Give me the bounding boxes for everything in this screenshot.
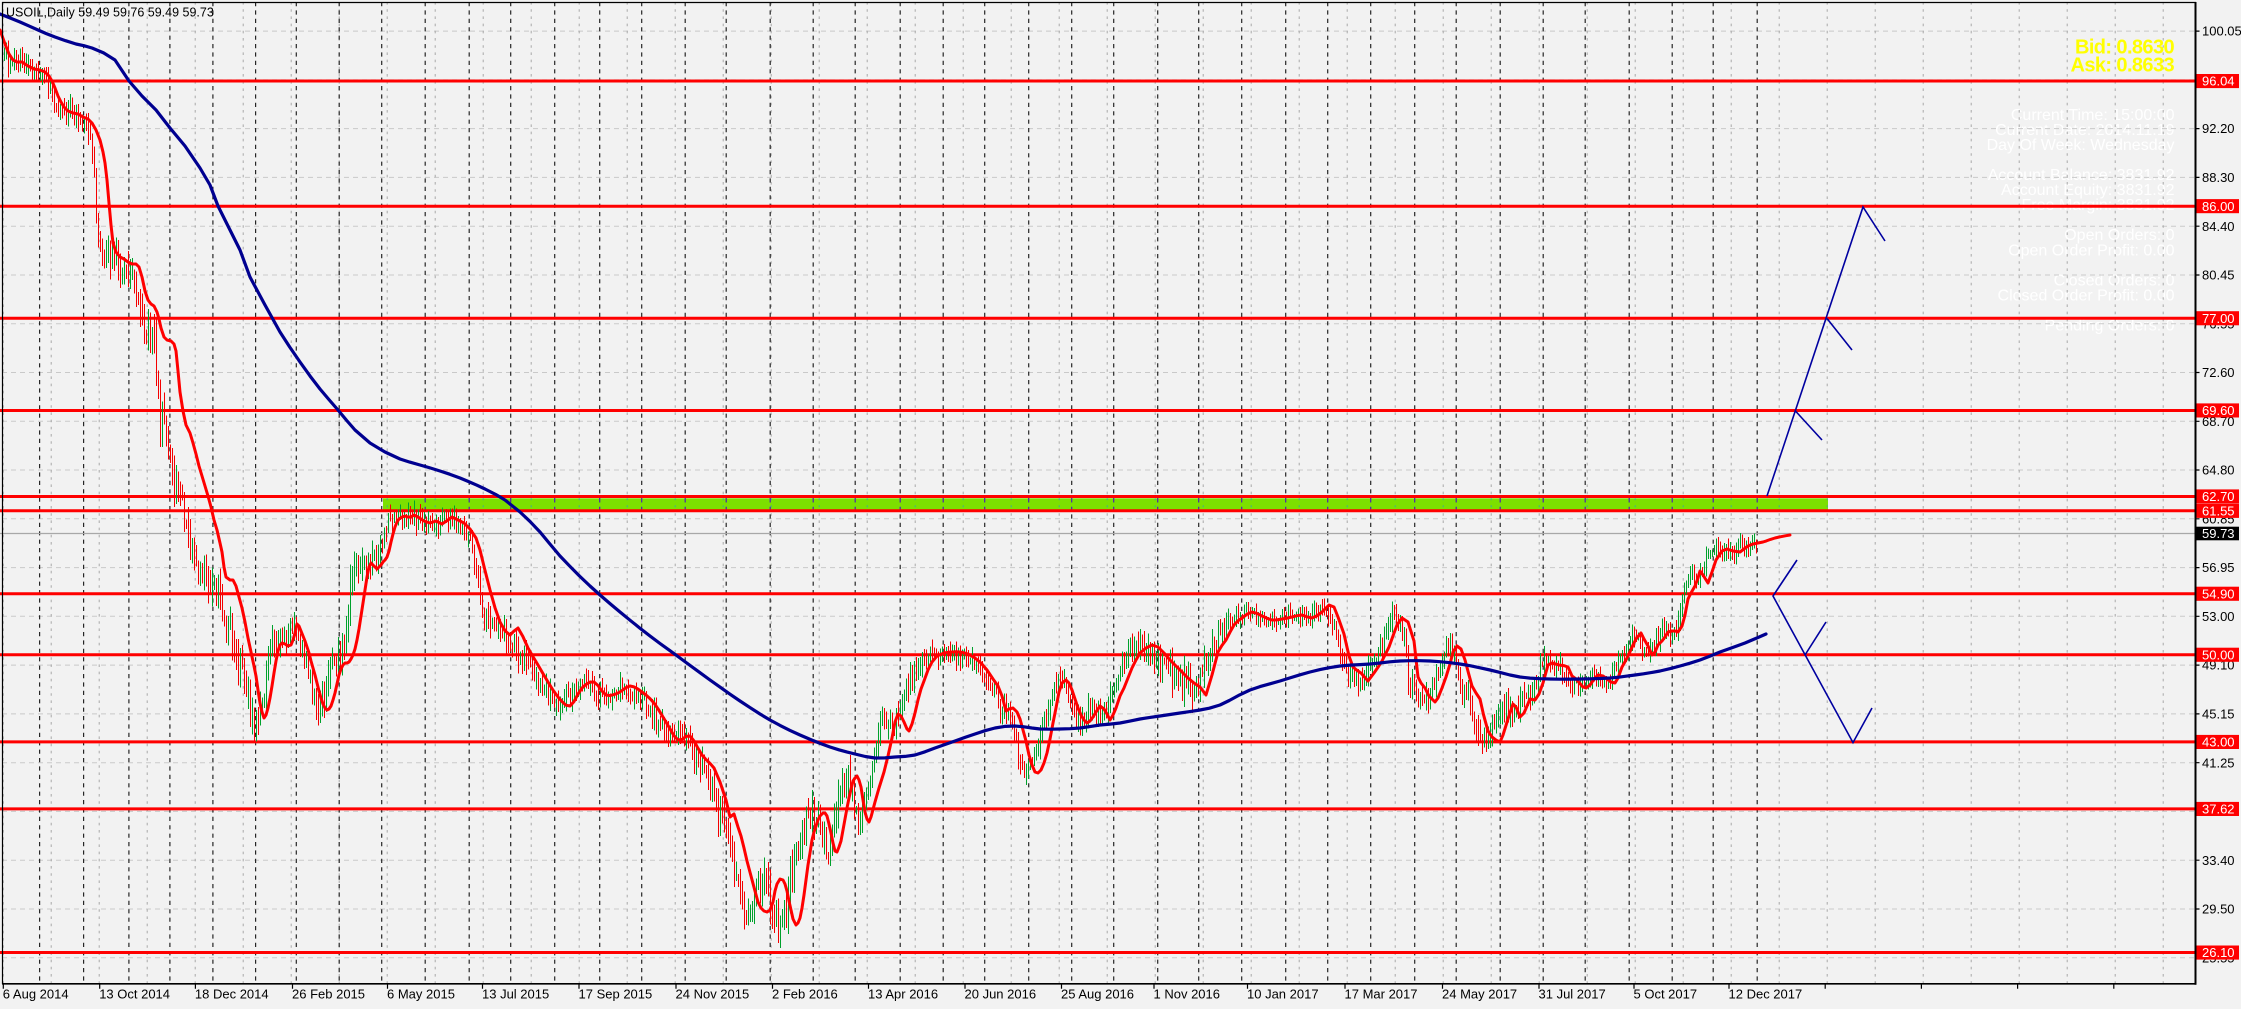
svg-text:1 Nov 2016: 1 Nov 2016 bbox=[1154, 987, 1221, 1002]
svg-text:64.80: 64.80 bbox=[2202, 463, 2235, 478]
svg-text:Open Order Profit: 0.00: Open Order Profit: 0.00 bbox=[2008, 242, 2174, 259]
svg-text:53.00: 53.00 bbox=[2202, 609, 2235, 624]
svg-text:96.04: 96.04 bbox=[2202, 74, 2235, 89]
svg-text:Account Equity: 3831.92: Account Equity: 3831.92 bbox=[2001, 182, 2175, 199]
svg-text:USOIL,Daily 59.49 59.76 59.49: USOIL,Daily 59.49 59.76 59.49 59.73 bbox=[6, 5, 214, 19]
svg-text:Current Date: 2014.11.19: Current Date: 2014.11.19 bbox=[1995, 122, 2174, 139]
svg-text:92.20: 92.20 bbox=[2202, 121, 2235, 136]
svg-text:13 Apr 2016: 13 Apr 2016 bbox=[868, 987, 938, 1002]
svg-text:24 May 2017: 24 May 2017 bbox=[1442, 987, 1517, 1002]
svg-text:20 Jun 2016: 20 Jun 2016 bbox=[965, 987, 1037, 1002]
svg-text:84.40: 84.40 bbox=[2202, 219, 2235, 234]
svg-text:31 Jul 2017: 31 Jul 2017 bbox=[1539, 987, 1606, 1002]
svg-text:Open Orders: 0: Open Orders: 0 bbox=[2064, 227, 2174, 244]
svg-text:Ask: 0.8633: Ask: 0.8633 bbox=[2071, 55, 2175, 77]
svg-text:10 Jan 2017: 10 Jan 2017 bbox=[1247, 987, 1319, 1002]
svg-text:69.60: 69.60 bbox=[2202, 403, 2235, 418]
svg-text:24 Nov 2015: 24 Nov 2015 bbox=[676, 987, 750, 1002]
svg-text:25 Aug 2016: 25 Aug 2016 bbox=[1061, 987, 1134, 1002]
svg-text:29.50: 29.50 bbox=[2202, 902, 2235, 917]
svg-text:13 Jul 2015: 13 Jul 2015 bbox=[482, 987, 549, 1002]
svg-text:86.00: 86.00 bbox=[2202, 199, 2235, 214]
svg-text:2 Feb 2016: 2 Feb 2016 bbox=[772, 987, 838, 1002]
svg-text:62.70: 62.70 bbox=[2202, 489, 2235, 504]
svg-text:6 May 2015: 6 May 2015 bbox=[387, 987, 455, 1002]
svg-text:17 Mar 2017: 17 Mar 2017 bbox=[1345, 987, 1418, 1002]
svg-text:37.62: 37.62 bbox=[2202, 802, 2235, 817]
svg-text:Day Of Week: Wednesday: Day Of Week: Wednesday bbox=[1987, 137, 2175, 154]
svg-text:50.00: 50.00 bbox=[2202, 647, 2235, 662]
svg-text:5 Oct 2017: 5 Oct 2017 bbox=[1634, 987, 1698, 1002]
svg-text:Current Time: 15:00:00: Current Time: 15:00:00 bbox=[2011, 107, 2175, 124]
svg-text:33.40: 33.40 bbox=[2202, 853, 2235, 868]
svg-text:Closed Orders: 0: Closed Orders: 0 bbox=[2054, 272, 2175, 289]
svg-text:100.05: 100.05 bbox=[2202, 24, 2241, 39]
svg-text:88.30: 88.30 bbox=[2202, 170, 2235, 185]
svg-text:26.10: 26.10 bbox=[2202, 945, 2235, 960]
svg-text:17 Sep 2015: 17 Sep 2015 bbox=[579, 987, 653, 1002]
svg-text:Bid: 0.8630: Bid: 0.8630 bbox=[2075, 36, 2174, 58]
svg-text:43.00: 43.00 bbox=[2202, 735, 2235, 750]
svg-text:54.90: 54.90 bbox=[2202, 586, 2235, 601]
svg-text:13 Oct 2014: 13 Oct 2014 bbox=[99, 987, 170, 1002]
svg-text:45.15: 45.15 bbox=[2202, 707, 2235, 722]
svg-text:12 Dec 2017: 12 Dec 2017 bbox=[1729, 987, 1803, 1002]
svg-text:Pending Orders: 0: Pending Orders: 0 bbox=[2045, 318, 2175, 335]
svg-text:6 Aug 2014: 6 Aug 2014 bbox=[3, 987, 69, 1002]
svg-text:72.60: 72.60 bbox=[2202, 365, 2235, 380]
svg-text:Account Balance: 3831.92: Account Balance: 3831.92 bbox=[1988, 167, 2175, 184]
svg-text:68.70: 68.70 bbox=[2202, 414, 2235, 429]
svg-text:61.55: 61.55 bbox=[2202, 503, 2235, 518]
svg-text:41.25: 41.25 bbox=[2202, 755, 2235, 770]
svg-text:26 Feb 2015: 26 Feb 2015 bbox=[292, 987, 365, 1002]
svg-text:80.45: 80.45 bbox=[2202, 268, 2235, 283]
svg-text:77.00: 77.00 bbox=[2202, 311, 2235, 326]
svg-text:Closed Order Profit: 0.00: Closed Order Profit: 0.00 bbox=[1998, 287, 2175, 304]
svg-text:59.73: 59.73 bbox=[2202, 526, 2235, 541]
svg-text:56.95: 56.95 bbox=[2202, 560, 2235, 575]
svg-text:18 Dec 2014: 18 Dec 2014 bbox=[195, 987, 269, 1002]
